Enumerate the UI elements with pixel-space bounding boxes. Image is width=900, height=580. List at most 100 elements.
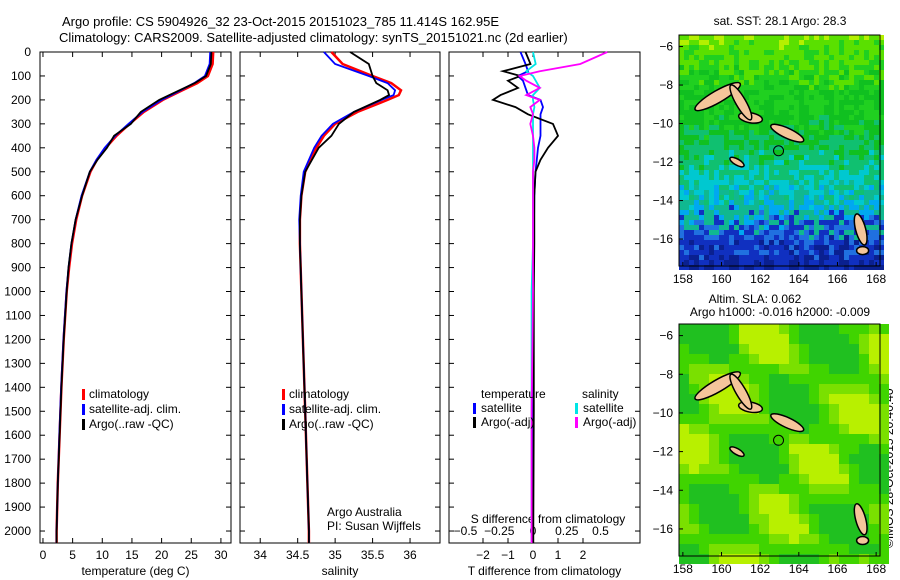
legend-label: satellite <box>481 401 522 415</box>
map-cell <box>724 145 729 150</box>
map-cell <box>839 344 849 354</box>
map-cell <box>679 70 684 75</box>
map-cell <box>714 205 719 210</box>
legend-swatch <box>282 389 285 400</box>
map-cell <box>824 155 829 160</box>
map-cell <box>749 50 754 55</box>
map-cell <box>844 135 849 140</box>
map-cell <box>869 115 874 120</box>
map-cell <box>774 195 779 200</box>
map-cell <box>789 404 799 414</box>
map-cell <box>854 105 859 110</box>
map-cell <box>834 265 839 270</box>
map-cell <box>709 255 714 260</box>
map-cell <box>769 130 774 135</box>
differences-series-s-argo-adj- <box>517 51 608 543</box>
map-cell <box>869 230 874 235</box>
x-tick-label: 34.5 <box>286 548 310 562</box>
map-cell <box>854 85 859 90</box>
map-cell <box>689 85 694 90</box>
map-cell <box>839 90 844 95</box>
map-cell <box>769 70 774 75</box>
map-cell <box>824 140 829 145</box>
map-cell <box>714 225 719 230</box>
map-cell <box>694 40 699 45</box>
map-cell <box>814 240 819 245</box>
map-cell <box>744 230 749 235</box>
map-cell <box>849 110 854 115</box>
map-cell <box>709 60 714 65</box>
map-cell <box>814 200 819 205</box>
map-cell <box>719 444 729 454</box>
map-cell <box>684 130 689 135</box>
map-cell <box>769 95 774 100</box>
map-cell <box>754 235 759 240</box>
map-cell <box>839 534 849 544</box>
map-cell <box>779 185 784 190</box>
map-cell <box>729 265 734 270</box>
map-cell <box>739 60 744 65</box>
map-cell <box>699 255 704 260</box>
map-cell <box>704 150 709 155</box>
map-cell <box>739 265 744 270</box>
differences-series-t-argo-adj- <box>490 51 560 543</box>
map-cell <box>869 524 879 534</box>
map-cell <box>799 50 804 55</box>
map-cell <box>779 534 789 544</box>
map-cell <box>754 135 759 140</box>
map-cell <box>824 215 829 220</box>
map-cell <box>804 80 809 85</box>
map-cell <box>779 324 789 334</box>
map-cell <box>779 160 784 165</box>
map-cell <box>769 65 774 70</box>
map-cell <box>694 120 699 125</box>
map-cell <box>854 150 859 155</box>
map-cell <box>839 60 844 65</box>
map-cell <box>694 140 699 145</box>
map-cell <box>834 55 839 60</box>
map-cell <box>729 55 734 60</box>
map-cell <box>719 140 724 145</box>
map-cell <box>679 170 684 175</box>
map-cell <box>784 205 789 210</box>
map-cell <box>814 195 819 200</box>
x-tick-label: −2 <box>476 548 490 562</box>
map-cell <box>729 514 739 524</box>
map-cell <box>684 55 689 60</box>
map-cell <box>694 205 699 210</box>
map-cell <box>764 85 769 90</box>
map-cell <box>759 394 769 404</box>
map-cell <box>844 50 849 55</box>
map-cell <box>789 195 794 200</box>
map-cell <box>814 80 819 85</box>
island <box>855 245 870 256</box>
map-cell <box>844 230 849 235</box>
map-cell <box>759 165 764 170</box>
map-cell <box>824 150 829 155</box>
map-cell <box>854 75 859 80</box>
map-cell <box>869 130 874 135</box>
map-cell <box>709 155 714 160</box>
map-cell <box>759 120 764 125</box>
map-cell <box>874 200 879 205</box>
lon-tick-label: 164 <box>789 272 809 286</box>
map-cell <box>694 45 699 50</box>
map-cell <box>714 255 719 260</box>
map-cell <box>819 155 824 160</box>
map-cell <box>764 205 769 210</box>
map-cell <box>719 235 724 240</box>
map-cell <box>804 135 809 140</box>
map-cell <box>854 60 859 65</box>
map-cell <box>729 105 734 110</box>
map-cell <box>714 105 719 110</box>
map-cell <box>739 494 749 504</box>
map-cell <box>799 354 809 364</box>
map-cell <box>789 125 794 130</box>
map-cell <box>759 484 769 494</box>
map-cell <box>724 40 729 45</box>
map-cell <box>819 160 824 165</box>
map-cell <box>879 95 884 100</box>
map-cell <box>774 190 779 195</box>
map-cell <box>804 115 809 120</box>
map-cell <box>779 70 784 75</box>
